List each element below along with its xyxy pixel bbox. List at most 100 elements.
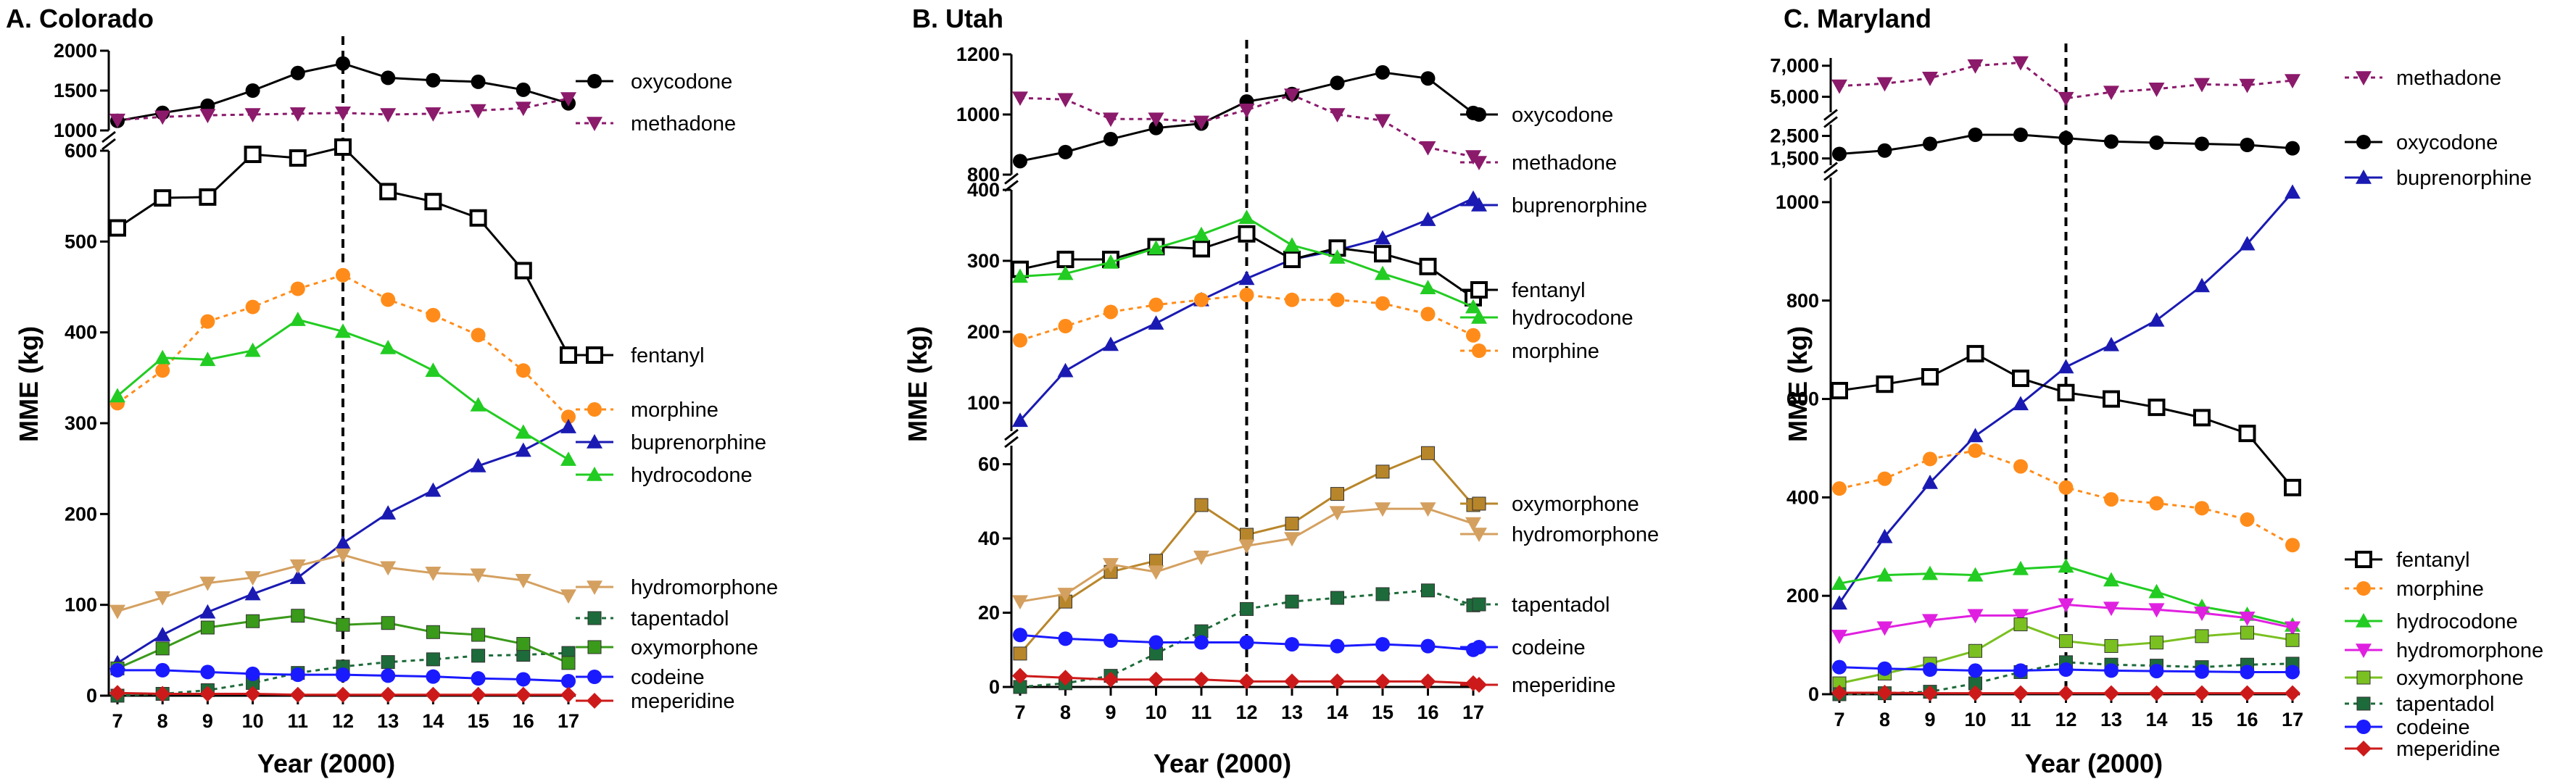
series-hydrocodone xyxy=(109,312,576,466)
legend-entry-oxycodone: oxycodone xyxy=(2345,131,2498,154)
legend-entry-hydromorphone: hydromorphone xyxy=(2345,639,2543,662)
data-point xyxy=(1148,315,1164,330)
x-tick-label: 15 xyxy=(468,710,489,732)
series-line xyxy=(1839,449,2293,546)
data-point xyxy=(109,219,126,237)
data-point xyxy=(2239,236,2256,251)
legend-entry-buprenorphine: buprenorphine xyxy=(2345,167,2532,190)
data-point xyxy=(1966,345,1984,363)
series-codeine xyxy=(110,662,576,688)
data-point xyxy=(1013,646,1027,661)
data-point xyxy=(561,409,576,425)
axis-break-mark xyxy=(102,130,116,143)
legend-entry-tapentadol: tapentadol xyxy=(2345,693,2494,716)
legend-label: fentanyl xyxy=(1512,279,1586,302)
data-point xyxy=(1876,375,1894,393)
data-point xyxy=(1013,154,1027,169)
data-point xyxy=(2149,135,2164,150)
legend-label: tapentadol xyxy=(1512,593,1610,617)
data-point xyxy=(2013,396,2029,411)
x-tick-label: 7 xyxy=(1834,709,1844,730)
data-point xyxy=(1103,336,1119,351)
data-point xyxy=(1472,107,1486,122)
data-point xyxy=(1420,71,1436,86)
legend-label: buprenorphine xyxy=(631,431,766,454)
data-point xyxy=(1876,621,1893,636)
data-point xyxy=(1421,583,1435,598)
data-point xyxy=(2285,184,2300,199)
series-oxymorphone xyxy=(1832,617,2300,691)
legend-entry-hydrocodone: hydrocodone xyxy=(576,464,753,487)
data-point xyxy=(2195,664,2209,679)
data-point xyxy=(1419,257,1437,275)
data-point xyxy=(1103,558,1119,572)
data-point xyxy=(471,628,486,642)
data-point xyxy=(424,193,442,211)
data-point xyxy=(426,669,441,684)
data-point xyxy=(1470,281,1488,299)
data-point xyxy=(1967,685,1984,701)
y-axis-label: MME (kg) xyxy=(14,326,44,442)
x-tick-label: 12 xyxy=(1235,701,1257,723)
x-tick-label: 13 xyxy=(1281,701,1303,723)
legend-label: hydrocodone xyxy=(2396,610,2518,633)
y-tick-label: 100 xyxy=(967,392,1000,414)
data-point xyxy=(425,567,442,581)
data-point xyxy=(200,665,215,680)
data-point xyxy=(1103,671,1119,688)
data-point xyxy=(1148,635,1164,650)
data-point xyxy=(1375,637,1390,652)
y-tick-label: 0 xyxy=(1808,683,1819,705)
data-point xyxy=(2058,91,2074,107)
data-point xyxy=(336,617,350,632)
data-point xyxy=(2013,617,2028,632)
data-point xyxy=(2194,278,2210,293)
x-axis-label: Year (2000) xyxy=(1154,749,1291,778)
legend-entry-codeine: codeine xyxy=(1460,636,1586,659)
data-point xyxy=(2013,56,2029,71)
legend-label: tapentadol xyxy=(631,607,729,630)
series-buprenorphine xyxy=(1831,184,2300,610)
data-point xyxy=(1056,250,1074,268)
legend-entry-fentanyl: fentanyl xyxy=(576,344,705,367)
data-point xyxy=(1968,128,1983,142)
data-point xyxy=(1194,635,1209,650)
data-point xyxy=(1238,103,1255,118)
x-tick-label: 9 xyxy=(202,710,213,732)
data-point xyxy=(2149,496,2164,511)
data-point xyxy=(199,109,216,124)
y-tick-label: 2000 xyxy=(54,40,97,62)
data-point xyxy=(1831,382,1848,400)
x-tick-label: 11 xyxy=(1191,701,1212,723)
data-point xyxy=(560,346,577,364)
x-tick-label: 7 xyxy=(1014,701,1025,723)
y-tick-label: 1,500 xyxy=(1770,148,1819,170)
data-point xyxy=(2013,560,2029,575)
data-point xyxy=(1239,287,1254,302)
data-point xyxy=(155,641,170,656)
legend-entry-oxymorphone: oxymorphone xyxy=(2345,667,2524,690)
x-tick-label: 12 xyxy=(2055,709,2076,730)
data-point xyxy=(1193,550,1209,565)
axis-break-mark xyxy=(1823,169,1838,181)
x-tick-label: 17 xyxy=(1462,701,1484,723)
data-point xyxy=(289,686,306,703)
y-tick-label: 200 xyxy=(65,503,97,525)
data-point xyxy=(109,388,125,403)
data-point xyxy=(1193,671,1209,688)
data-point xyxy=(2240,625,2254,640)
data-point xyxy=(336,667,350,683)
data-point xyxy=(245,666,260,681)
data-point xyxy=(561,656,576,670)
data-point xyxy=(1284,88,1300,104)
x-tick-label: 15 xyxy=(1372,701,1393,723)
data-point xyxy=(1329,108,1346,122)
legend-label: codeine xyxy=(631,666,705,689)
data-point xyxy=(335,535,351,550)
data-point xyxy=(1058,144,1073,159)
data-point xyxy=(380,505,397,520)
legend-label: hydromorphone xyxy=(631,576,778,599)
data-point xyxy=(381,70,396,86)
axis-break-mark xyxy=(1004,172,1019,185)
y-tick-label: 20 xyxy=(978,602,1000,624)
